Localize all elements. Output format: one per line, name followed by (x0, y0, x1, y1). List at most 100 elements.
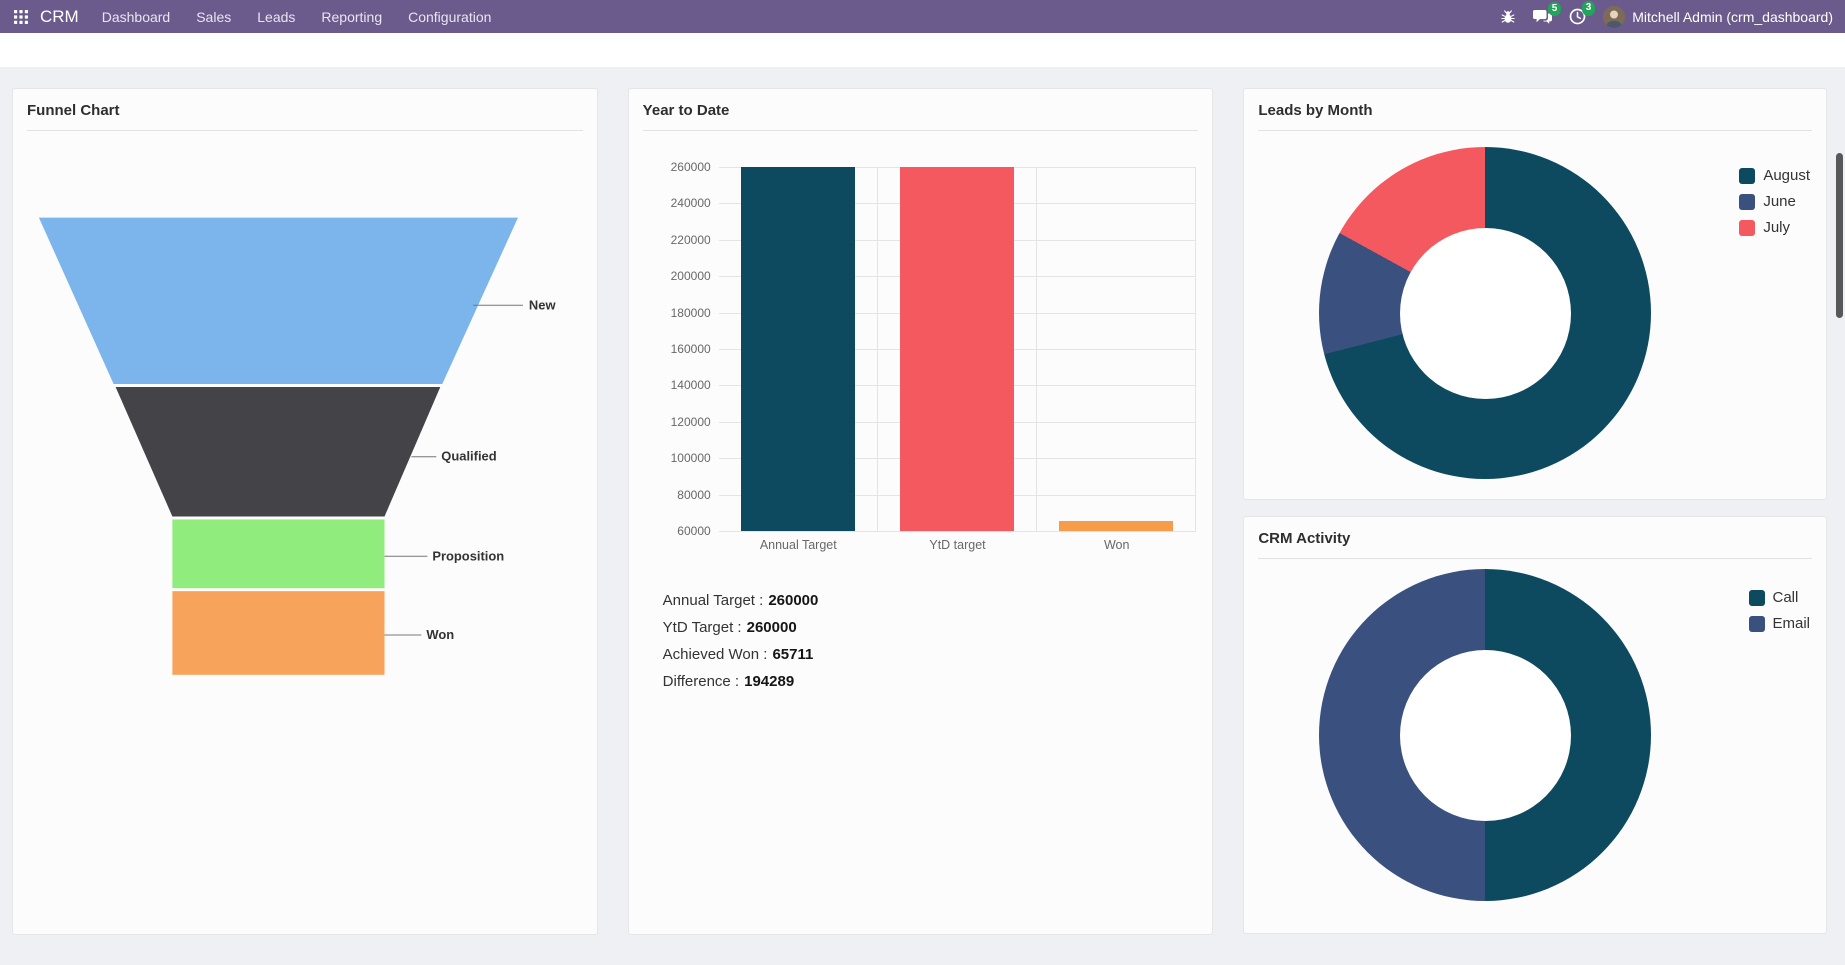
x-label-ytd-target: YtD target (929, 538, 986, 552)
crm-activity-donut (1319, 569, 1652, 901)
bar-column-annual-target (719, 167, 878, 531)
y-tick-label: 80000 (677, 487, 711, 502)
summary-annual-target: Annual Target :260000 (663, 592, 1213, 609)
y-tick-label: 140000 (670, 378, 711, 393)
summary-label: YtD Target : (662, 619, 742, 636)
legend-item-july[interactable]: July (1739, 219, 1810, 236)
right-column: Leads by Month August June July (1243, 88, 1828, 935)
funnel-chart-card: Funnel Chart New Qualified Proposition W… (12, 88, 598, 935)
activity-legend: Call Email (1748, 589, 1811, 632)
activities-badge: 3 (1581, 1, 1596, 16)
control-panel (0, 33, 1845, 67)
summary-value: 260000 (768, 592, 819, 609)
ytd-bar-columns (719, 167, 1197, 531)
legend-label-july: July (1763, 219, 1790, 236)
summary-difference: Difference :194289 (663, 673, 1213, 690)
apps-grid-icon (14, 9, 28, 24)
y-tick-label: 200000 (670, 269, 711, 284)
legend-label-june: June (1763, 193, 1796, 210)
activity-donut-area: Call Email (1244, 569, 1826, 901)
y-tick-label: 160000 (670, 342, 711, 356)
funnel-connector-lines (384, 304, 523, 636)
messages-badge: 5 (1547, 1, 1562, 16)
legend-label-call: Call (1772, 589, 1799, 606)
y-tick-label: 260000 (670, 160, 711, 174)
leads-card-title: Leads by Month (1258, 89, 1813, 131)
debug-bug-icon[interactable] (1500, 9, 1516, 25)
apps-menu-icon[interactable] (8, 9, 34, 24)
nav-configuration[interactable]: Configuration (408, 8, 492, 25)
legend-item-june[interactable]: June (1739, 193, 1810, 210)
funnel-chart: New Qualified Proposition Won (38, 217, 557, 675)
vertical-scrollbar-thumb[interactable] (1836, 153, 1843, 318)
ytd-bar-chart: 260000 240000 220000 200000 180000 160000 1400… (629, 160, 1197, 538)
leads-legend: August June July (1739, 167, 1810, 236)
legend-swatch-august (1739, 167, 1756, 184)
summary-ytd-target: YtD Target :260000 (663, 619, 1213, 636)
messages-menu-icon[interactable]: 5 (1533, 1, 1562, 25)
summary-value: 260000 (746, 619, 797, 636)
y-tick-label: 120000 (670, 414, 711, 429)
funnel-label-new: New (529, 297, 557, 312)
ytd-x-axis-labels: Annual Target YtD target Won (719, 538, 1197, 552)
ytd-card-title: Year to Date (642, 89, 1199, 131)
legend-swatch-june (1739, 193, 1756, 210)
chat-bubbles-icon (1533, 9, 1553, 24)
legend-item-august[interactable]: August (1739, 167, 1810, 184)
funnel-card-title: Funnel Chart (27, 89, 583, 131)
y-tick-label: 240000 (670, 196, 711, 211)
ytd-summary: Annual Target :260000 YtD Target :260000… (663, 592, 1213, 690)
bar-won (1059, 520, 1174, 531)
legend-swatch-call (1748, 589, 1765, 606)
nav-dashboard[interactable]: Dashboard (101, 8, 171, 25)
bar-column-ytd-target (878, 167, 1038, 531)
bar-column-won (1037, 167, 1197, 531)
crm-activity-card: CRM Activity Call Email (1243, 516, 1828, 934)
summary-value: 194289 (744, 673, 795, 690)
year-to-date-card: Year to Date 260000 240000 220000 200000 180… (627, 88, 1214, 935)
top-navbar: CRM Dashboard Sales Leads Reporting Conf… (0, 0, 1845, 33)
summary-achieved-won: Achieved Won :65711 (663, 646, 1213, 663)
funnel-label-won: Won (426, 627, 454, 642)
legend-item-call[interactable]: Call (1748, 589, 1811, 606)
navbar-right: 5 3 Mitchell Admin (crm_dashboard) (1500, 1, 1833, 28)
activities-menu-icon[interactable]: 3 (1569, 1, 1596, 25)
y-tick-label: 60000 (677, 524, 711, 538)
bar-ytd-target (900, 167, 1014, 531)
navbar-left: CRM Dashboard Sales Leads Reporting Conf… (8, 0, 504, 33)
y-tick-label: 100000 (670, 451, 711, 466)
summary-label: Achieved Won : (662, 646, 768, 663)
bar-annual-target (740, 167, 855, 531)
nav-leads[interactable]: Leads (257, 8, 296, 25)
gridline (718, 531, 1197, 532)
dashboard-main: Funnel Chart New Qualified Proposition W… (0, 67, 1845, 935)
legend-item-email[interactable]: Email (1748, 615, 1811, 632)
x-label-annual-target: Annual Target (759, 538, 837, 552)
legend-swatch-email (1748, 615, 1765, 632)
leads-by-month-donut (1319, 147, 1652, 479)
funnel-segment-qualified (115, 386, 441, 517)
nav-reporting[interactable]: Reporting (321, 8, 383, 25)
leads-donut-area: August June July (1244, 147, 1826, 479)
x-label-won: Won (1103, 538, 1130, 552)
ytd-y-axis: 260000 240000 220000 200000 180000 160000 1400… (629, 160, 719, 538)
summary-label: Difference : (662, 673, 740, 690)
funnel-segment-new (38, 217, 518, 384)
legend-swatch-july (1739, 219, 1756, 236)
app-title[interactable]: CRM (40, 6, 79, 26)
funnel-segment-proposition (172, 519, 385, 589)
leads-by-month-card: Leads by Month August June July (1243, 88, 1828, 500)
funnel-label-qualified: Qualified (441, 449, 496, 464)
activity-card-title: CRM Activity (1258, 517, 1813, 559)
activity-clock-icon (1569, 8, 1586, 25)
ytd-plot-area (718, 167, 1197, 532)
avatar (1603, 5, 1626, 28)
legend-label-email: Email (1772, 615, 1811, 632)
legend-label-august: August (1763, 167, 1811, 184)
nav-sales[interactable]: Sales (196, 8, 232, 25)
user-menu[interactable]: Mitchell Admin (crm_dashboard) (1603, 5, 1833, 28)
bug-icon (1501, 9, 1515, 23)
y-tick-label: 180000 (670, 305, 711, 320)
funnel-label-proposition: Proposition (432, 548, 504, 563)
y-tick-label: 220000 (670, 232, 711, 247)
